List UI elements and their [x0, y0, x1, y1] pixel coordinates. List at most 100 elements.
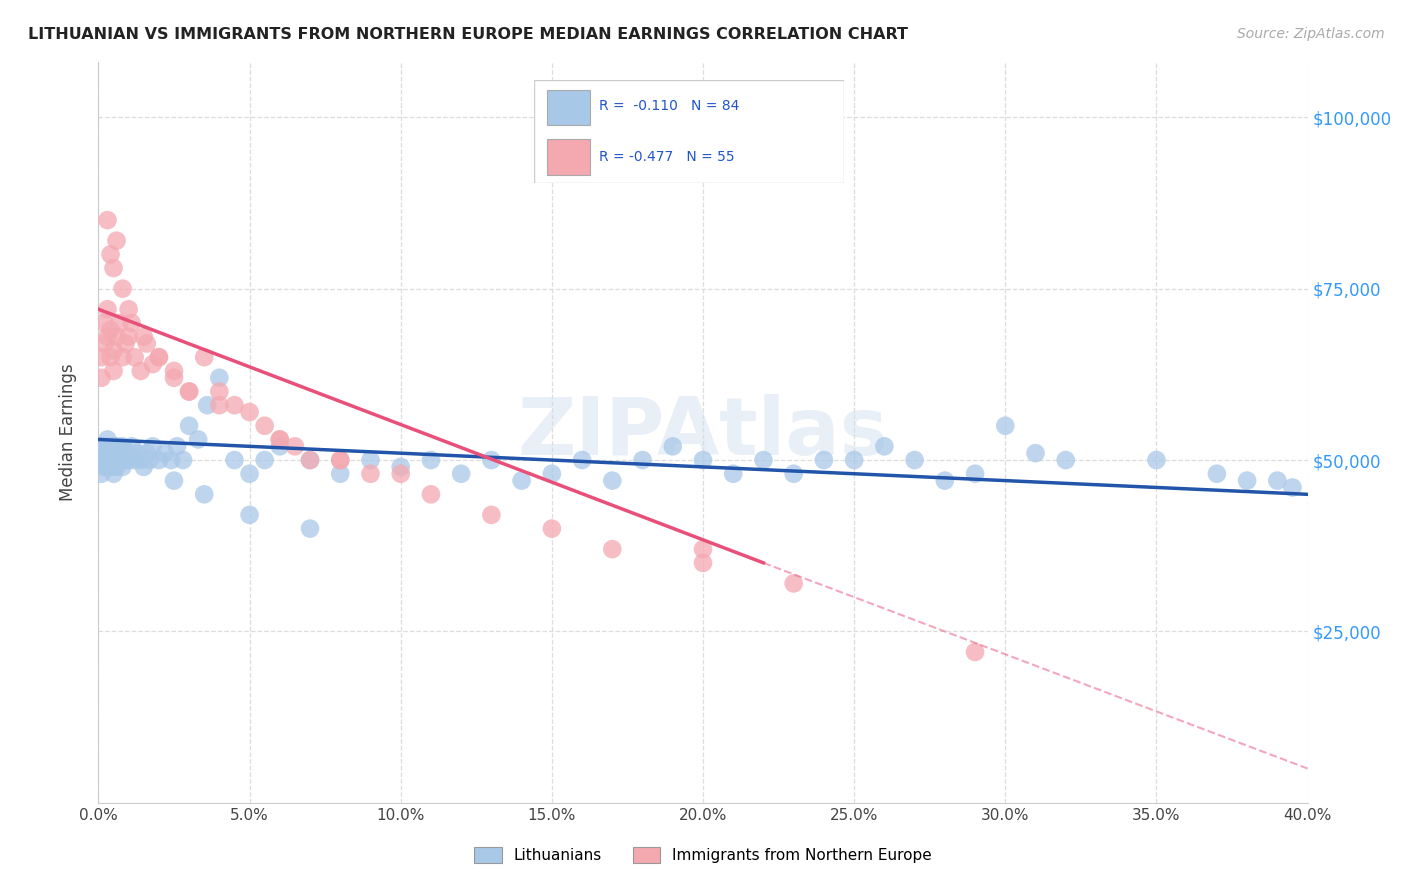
Point: [329, 467, 352, 481]
Point: [299, 453, 322, 467]
Point: [139, 453, 162, 467]
Point: [1054, 453, 1077, 467]
Point: [135, 336, 157, 351]
Point: [224, 398, 246, 412]
Point: [389, 467, 412, 481]
Point: [124, 350, 146, 364]
Point: [1236, 474, 1258, 488]
Point: [93, 446, 115, 460]
Point: [813, 453, 835, 467]
Point: [103, 261, 125, 276]
Point: [129, 364, 152, 378]
Point: [96, 213, 118, 227]
Point: [93, 336, 115, 351]
Point: [108, 453, 131, 467]
Point: [142, 439, 165, 453]
Point: [90, 371, 112, 385]
Text: Source: ZipAtlas.com: Source: ZipAtlas.com: [1237, 27, 1385, 41]
Point: [540, 522, 562, 536]
Point: [269, 433, 291, 447]
FancyBboxPatch shape: [547, 139, 591, 175]
Point: [118, 446, 141, 460]
Point: [93, 439, 115, 453]
Point: [148, 350, 170, 364]
Point: [1281, 480, 1303, 494]
Point: [93, 453, 115, 467]
Point: [752, 453, 775, 467]
Point: [121, 439, 143, 453]
Point: [420, 487, 443, 501]
Point: [193, 350, 215, 364]
Point: [118, 302, 141, 317]
Point: [360, 453, 382, 467]
Point: [481, 508, 503, 522]
Point: [269, 439, 291, 453]
Point: [148, 453, 170, 467]
Point: [602, 474, 624, 488]
Point: [100, 247, 122, 261]
FancyBboxPatch shape: [547, 89, 591, 126]
Point: [179, 418, 201, 433]
Point: [90, 439, 112, 453]
Point: [114, 446, 136, 460]
Point: [93, 459, 115, 474]
Text: R = -0.477   N = 55: R = -0.477 N = 55: [599, 150, 735, 164]
Point: [108, 316, 131, 330]
Point: [844, 453, 866, 467]
Point: [100, 350, 122, 364]
Point: [103, 343, 125, 358]
Point: [783, 467, 806, 481]
Point: [96, 459, 118, 474]
Point: [96, 329, 118, 343]
Point: [100, 459, 122, 474]
Point: [114, 336, 136, 351]
Point: [299, 453, 322, 467]
Point: [111, 350, 134, 364]
Point: [103, 446, 125, 460]
Point: [121, 316, 143, 330]
Point: [105, 329, 128, 343]
Point: [208, 371, 231, 385]
Text: ZIPAtlas: ZIPAtlas: [517, 393, 889, 472]
Point: [103, 453, 125, 467]
Point: [111, 282, 134, 296]
Point: [105, 234, 128, 248]
Point: [179, 384, 201, 399]
Point: [93, 316, 115, 330]
Point: [284, 439, 307, 453]
Point: [661, 439, 683, 453]
Point: [692, 542, 714, 557]
Point: [129, 453, 152, 467]
Point: [187, 433, 209, 447]
Point: [118, 453, 141, 467]
Point: [208, 384, 231, 399]
Point: [127, 446, 149, 460]
Point: [163, 371, 186, 385]
Point: [148, 350, 170, 364]
Point: [90, 467, 112, 481]
Point: [111, 459, 134, 474]
Point: [253, 453, 276, 467]
Point: [481, 453, 503, 467]
Point: [166, 439, 188, 453]
Point: [1024, 446, 1046, 460]
Point: [142, 357, 165, 371]
Point: [692, 556, 714, 570]
Point: [329, 453, 352, 467]
Point: [450, 467, 472, 481]
Point: [96, 302, 118, 317]
Point: [132, 459, 155, 474]
Point: [111, 439, 134, 453]
Point: [105, 453, 128, 467]
Point: [160, 453, 183, 467]
Point: [105, 439, 128, 453]
Point: [90, 350, 112, 364]
Point: [602, 542, 624, 557]
Point: [631, 453, 654, 467]
Y-axis label: Median Earnings: Median Earnings: [59, 364, 77, 501]
Point: [510, 474, 533, 488]
Point: [360, 467, 382, 481]
Point: [103, 467, 125, 481]
Point: [179, 384, 201, 399]
Point: [96, 433, 118, 447]
